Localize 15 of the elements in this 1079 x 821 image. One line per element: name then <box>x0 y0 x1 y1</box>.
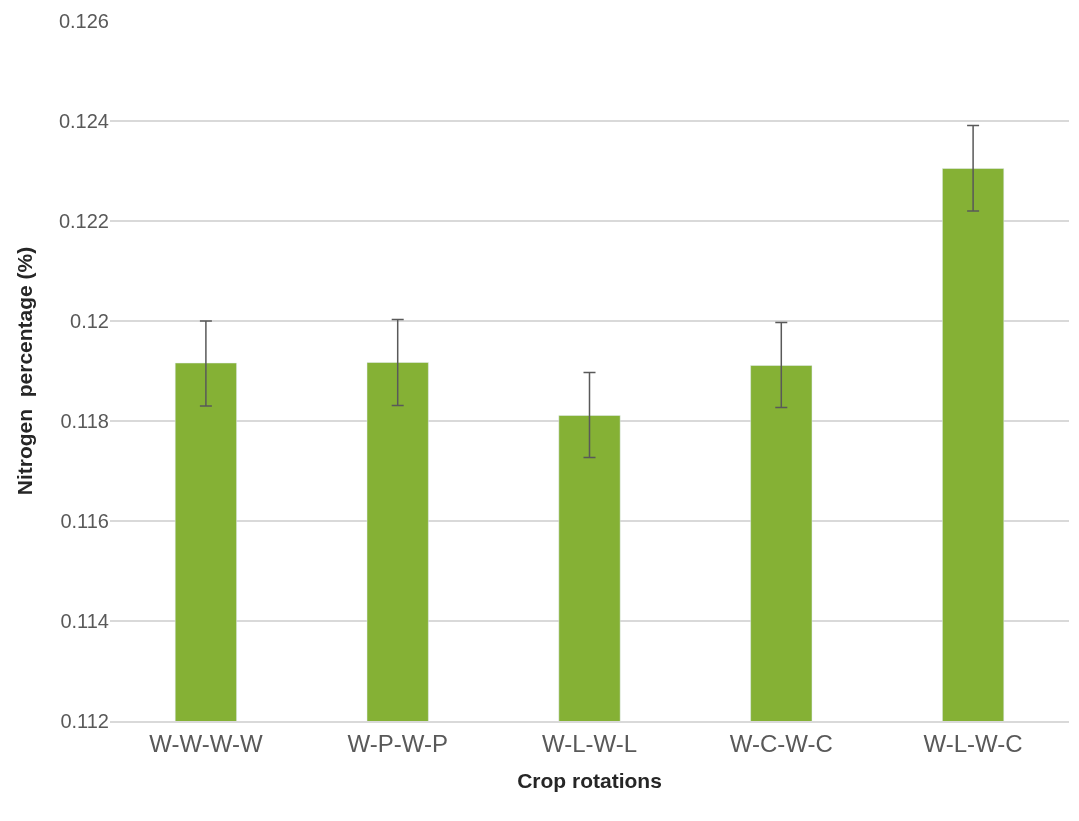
y-tick-label: 0.12 <box>70 310 109 332</box>
x-tick-label: W-W-W-W <box>149 729 263 757</box>
x-tick-label: W-L-W-L <box>541 729 638 757</box>
x-tick-label: W-C-W-C <box>729 729 833 757</box>
y-tick-label: 0.112 <box>60 710 109 732</box>
y-tick-label: 0.124 <box>58 110 109 132</box>
x-axis-title: Crop rotations <box>517 769 662 793</box>
y-axis-title: Nitrogen percentage (%) <box>13 246 37 496</box>
y-tick-label: 0.122 <box>58 210 109 232</box>
y-tick-label: 0.114 <box>60 610 109 632</box>
y-tick-label: 0.118 <box>60 410 109 432</box>
y-tick-label: 0.126 <box>58 10 109 32</box>
y-tick-label: 0.116 <box>60 510 109 532</box>
x-tick-label: W-L-W-C <box>923 729 1023 757</box>
x-tick-label: W-P-W-P <box>347 729 448 757</box>
